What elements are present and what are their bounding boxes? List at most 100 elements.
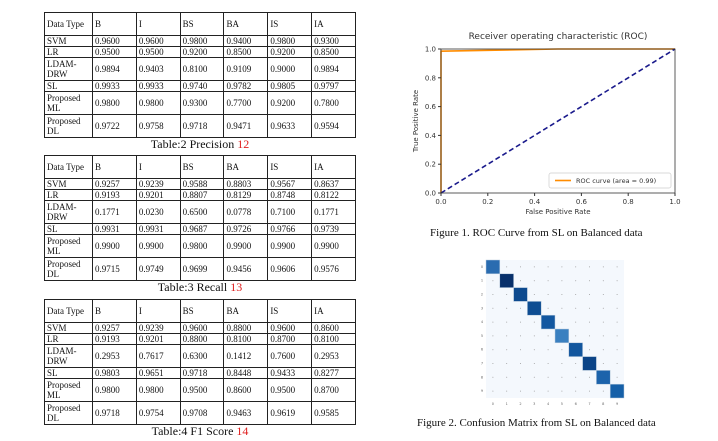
- x-tick-label: 0: [492, 402, 494, 406]
- heatmap-cell: [589, 349, 590, 351]
- table-cell: 0.9433: [267, 367, 313, 379]
- heatmap-cell: [506, 390, 508, 392]
- heatmap-cell: [547, 390, 549, 392]
- y-tick-label: 1: [481, 279, 483, 283]
- heatmap-cell: [547, 307, 549, 309]
- reference-link[interactable]: 13: [230, 280, 243, 294]
- table-cell: BA: [223, 299, 269, 323]
- table-cell: 0.9193: [92, 333, 137, 345]
- legend-label: ROC curve (area = 0.99): [576, 177, 656, 185]
- table-cell: 0.9800: [135, 91, 181, 115]
- y-tick-label: 0: [481, 265, 483, 269]
- table-cell: 0.9758: [135, 114, 181, 138]
- x-tick-label: 1.0: [669, 198, 680, 206]
- heatmap-cell: [575, 280, 577, 282]
- table-cell: 0.9797: [311, 80, 356, 92]
- heatmap-cell: [520, 266, 521, 268]
- table-cell: LDAM-DRW: [44, 344, 93, 368]
- x-tick-label: 0.8: [623, 198, 634, 206]
- table-cell: 0.7700: [223, 91, 269, 115]
- table-cell: SVM: [44, 35, 93, 47]
- table-cell: 0.9782: [223, 80, 269, 92]
- heatmap-cell: [589, 280, 590, 282]
- table-cell: 0.9400: [223, 35, 269, 47]
- heatmap-cell: [520, 321, 521, 323]
- heatmap-cell: [602, 335, 604, 337]
- table-cell: 0.8600: [311, 322, 356, 334]
- y-tick-label: 0.2: [425, 161, 436, 169]
- table-cell: IA: [311, 12, 356, 36]
- heatmap-cell: [492, 294, 494, 295]
- table-cell: SL: [44, 367, 93, 379]
- table-row: Proposed ML 0.9900 0.9900 0.9800 0.9900 0.990…: [44, 234, 356, 258]
- table-cell: 0.9900: [223, 234, 269, 258]
- table-cell: 0.8637: [311, 178, 356, 190]
- heatmap-cell: [589, 376, 590, 378]
- plot-frame: [440, 48, 676, 194]
- heatmap-cell: [506, 307, 508, 309]
- heatmap-cell-diagonal: [596, 370, 611, 385]
- heatmap-cell: [492, 307, 494, 309]
- table-cell: SVM: [44, 322, 93, 334]
- heatmap-cell: [492, 280, 494, 282]
- table-cell: 0.9933: [92, 80, 137, 92]
- heatmap-cell: [589, 294, 590, 295]
- heatmap-cell: [492, 363, 494, 364]
- table-cell: 0.9500: [267, 378, 313, 402]
- table-cell: B: [92, 155, 137, 179]
- table-cell: 0.9463: [223, 401, 269, 425]
- table-cell: 0.9739: [311, 223, 356, 235]
- y-tick-label: 3: [481, 306, 483, 310]
- table-cell: 0.6300: [179, 344, 225, 368]
- table-cell: 0.9200: [267, 46, 313, 58]
- table-cell: BS: [179, 12, 225, 36]
- table-cell: 0.9800: [92, 91, 137, 115]
- table-cell: 0.9900: [92, 234, 137, 258]
- table-cell: 0.0778: [223, 200, 269, 224]
- heatmap-cell: [616, 363, 618, 364]
- table-cell: Proposed ML: [44, 234, 93, 258]
- heatmap-cell: [547, 294, 549, 295]
- table-cell: 0.8100: [179, 57, 225, 81]
- heatmap-cell: [547, 363, 549, 364]
- y-tick-label: 0.6: [425, 103, 437, 111]
- table-cell: 0.1771: [92, 200, 137, 224]
- legend-box: [548, 172, 672, 189]
- heatmap-cell: [575, 335, 577, 337]
- heatmap-cell: [520, 363, 521, 364]
- heatmap-cell: [533, 280, 535, 282]
- y-tick-label: 0.0: [425, 190, 436, 198]
- heatmap-cell-diagonal: [527, 301, 542, 316]
- y-tick-label: 8: [481, 375, 483, 379]
- heatmap-cell: [589, 321, 590, 323]
- table-cell: 0.8500: [311, 46, 356, 58]
- heatmap-cell: [492, 376, 494, 378]
- table-cell: 0.8800: [223, 322, 269, 334]
- table-cell: 0.9805: [267, 80, 313, 92]
- y-tick-label: 4: [481, 320, 484, 324]
- x-tick-label: 6: [575, 402, 577, 406]
- table-row: Proposed DL 0.9718 0.9754 0.9708 0.9463 0.961…: [44, 401, 356, 425]
- heatmap-cell-diagonal: [609, 383, 625, 399]
- heatmap-cell: [575, 376, 577, 378]
- x-tick-label: 0.6: [576, 198, 588, 206]
- table-cell: 0.8700: [267, 333, 313, 345]
- table-cell: 0.9588: [179, 178, 225, 190]
- table-cell: 0.9239: [135, 322, 181, 334]
- table-cell: 0.9257: [92, 178, 137, 190]
- heatmap-cell: [589, 266, 590, 268]
- table-cell: 0.9800: [92, 378, 137, 402]
- heatmap-cell: [575, 307, 577, 309]
- table-row: LDAM-DRW 0.1771 0.0230 0.6500 0.0778 0.7100 0.…: [44, 200, 356, 224]
- table-row: SVM 0.9257 0.9239 0.9588 0.8803 0.9567 0.8637: [44, 178, 356, 190]
- heatmap-cell: [589, 307, 590, 309]
- heatmap-cell-diagonal: [499, 273, 514, 288]
- table-row: Proposed ML 0.9800 0.9800 0.9500 0.8600 0.950…: [44, 378, 356, 402]
- table-cell: 0.2953: [92, 344, 137, 368]
- heatmap-cell: [575, 363, 577, 364]
- roc-chart: Receiver operating characteristic (ROC) 0…: [405, 22, 705, 227]
- heatmap-cell: [602, 294, 604, 295]
- reference-link[interactable]: 12: [237, 137, 250, 151]
- reference-link[interactable]: 14: [236, 424, 249, 438]
- table-cell: B: [92, 12, 137, 36]
